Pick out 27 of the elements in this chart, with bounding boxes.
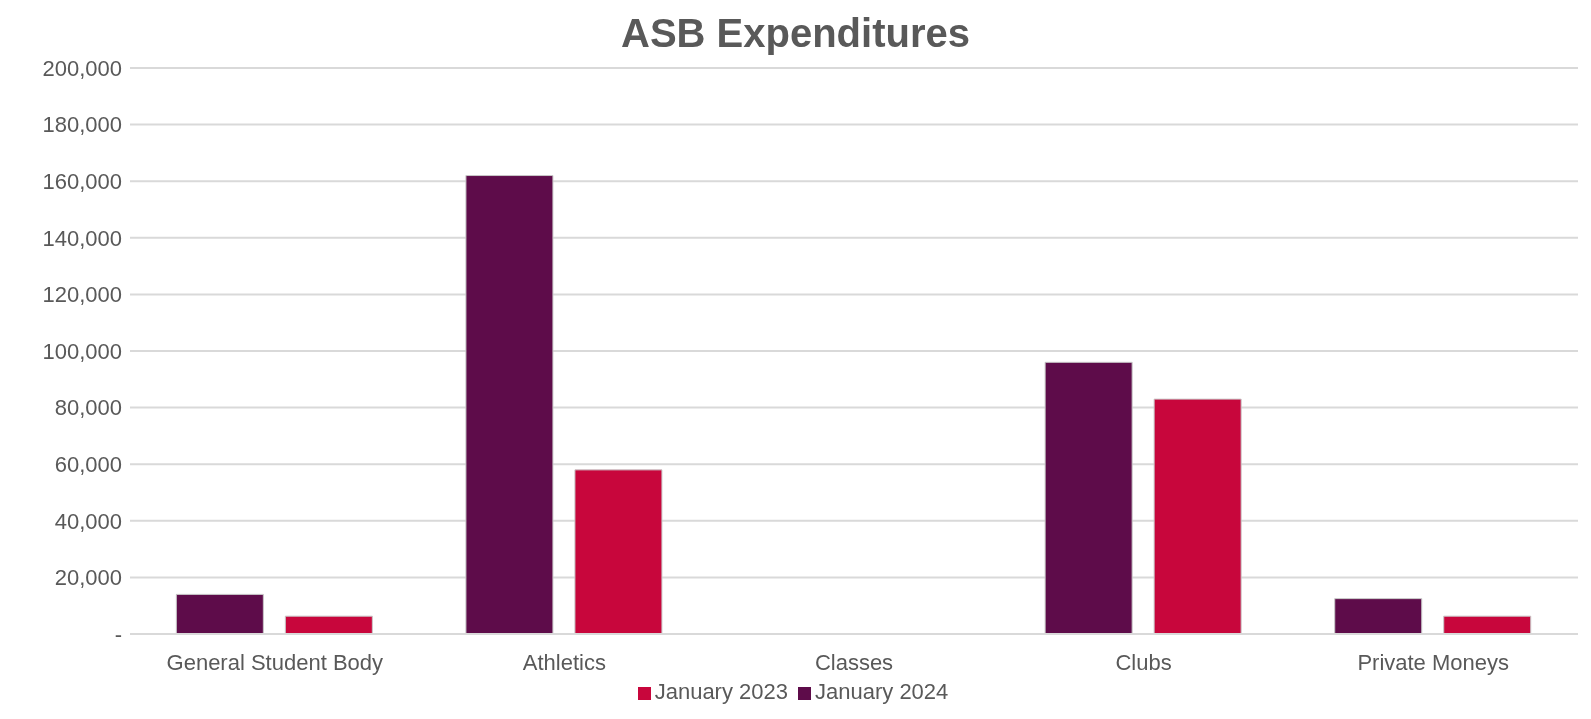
legend-label: January 2024: [815, 679, 949, 704]
y-tick-label: 40,000: [54, 508, 122, 534]
y-tick-label: 80,000: [54, 395, 122, 421]
x-tick-label: Private Moneys: [1357, 649, 1510, 675]
bar: [465, 175, 554, 634]
y-tick-label: 180,000: [42, 112, 122, 138]
legend-label: January 2023: [654, 679, 788, 704]
x-tick-label: Clubs: [1115, 649, 1172, 675]
x-tick-label: Classes: [814, 649, 894, 675]
bar: [574, 469, 663, 634]
y-tick-label: -: [114, 621, 122, 647]
bar: [1443, 615, 1532, 634]
x-tick-label: Athletics: [522, 649, 606, 675]
chart-title: ASB Expenditures: [621, 11, 970, 55]
y-tick-label: 20,000: [54, 565, 122, 591]
y-tick-label: 100,000: [42, 338, 122, 364]
y-tick-label: 120,000: [42, 282, 122, 308]
y-tick-label: 160,000: [42, 169, 122, 195]
bar: [175, 593, 264, 634]
bar: [284, 615, 373, 634]
bar: [1334, 598, 1423, 634]
y-tick-label: 60,000: [54, 452, 122, 478]
y-tick-label: 140,000: [42, 225, 122, 251]
bar: [1044, 361, 1133, 634]
bar: [1153, 398, 1242, 634]
y-tick-label: 200,000: [42, 55, 122, 81]
x-tick-label: General Student Body: [166, 649, 384, 675]
